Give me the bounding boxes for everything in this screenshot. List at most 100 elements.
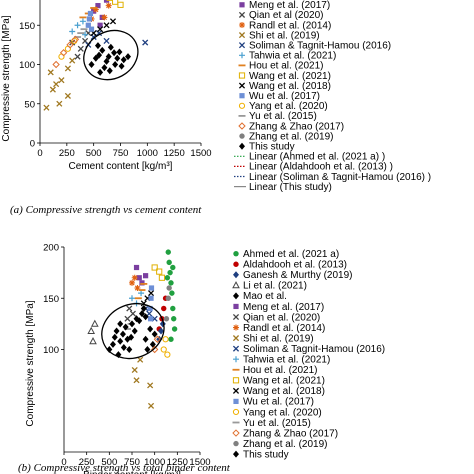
- data-point: [164, 275, 171, 281]
- data-point: [119, 330, 126, 338]
- data-point: [142, 313, 149, 321]
- legend-entry: Shi et al. (2019): [243, 333, 314, 344]
- data-point: [165, 249, 171, 255]
- x-tick-label: 1000: [144, 457, 165, 468]
- data-point: [147, 305, 153, 312]
- legend-marker: [233, 356, 239, 363]
- x-axis-title: Binder content [kg/m³]: [83, 470, 181, 474]
- data-point: [125, 53, 132, 61]
- data-point: [143, 273, 149, 279]
- data-point: [136, 317, 143, 325]
- legend-entry: Yang et al. (2020): [243, 407, 322, 418]
- data-point: [136, 275, 142, 281]
- data-point: [71, 35, 80, 44]
- data-point: [47, 69, 54, 76]
- legend-entry: Wang et al. (2021): [249, 71, 331, 82]
- legend-entry: Mao et al.: [249, 0, 293, 1]
- data-point: [103, 37, 110, 45]
- data-point: [107, 43, 114, 51]
- y-tick-label: 200: [43, 243, 59, 254]
- legend-entry: Li et al. (2021): [243, 281, 307, 292]
- legend-entry: Linear (Soliman & Tagnit-Hamou (2016) ): [249, 172, 431, 183]
- legend-entry: This study: [249, 142, 295, 153]
- data-point: [117, 1, 124, 8]
- legend-marker: [238, 82, 246, 89]
- data-point: [85, 22, 91, 28]
- data-point: [109, 340, 116, 348]
- data-point: [144, 346, 151, 353]
- legend-entry: Meng et al. (2017): [243, 302, 324, 313]
- data-point: [161, 305, 167, 312]
- data-point: [156, 268, 163, 275]
- legend-entry: Meng et al. (2017): [249, 0, 330, 11]
- y-tick-label: 100: [19, 60, 35, 71]
- data-point: [103, 0, 110, 3]
- legend-entry: Yu et al. (2015): [243, 418, 311, 429]
- data-point: [101, 14, 108, 21]
- data-point: [117, 337, 124, 345]
- legend-entry: Wang et al. (2018): [243, 386, 325, 397]
- data-point: [99, 46, 106, 54]
- data-point: [129, 310, 136, 317]
- data-point: [147, 325, 154, 333]
- legend-entry: Mao et al.: [243, 291, 287, 302]
- data-point: [158, 274, 166, 281]
- data-point: [53, 81, 60, 88]
- data-point: [129, 320, 135, 328]
- legend-marker: [238, 32, 246, 39]
- legend-marker: [233, 251, 239, 257]
- legend-entry: This study: [243, 449, 289, 460]
- data-point: [151, 264, 158, 271]
- x-tick-label: 500: [101, 457, 117, 468]
- legend-marker: [238, 72, 246, 79]
- y-axis-title: Compressive strength [MPa]: [1, 15, 12, 141]
- data-point: [92, 6, 99, 13]
- data-point: [168, 336, 174, 342]
- data-point: [153, 335, 162, 343]
- y-tick-label: 50: [24, 99, 35, 110]
- data-point: [49, 86, 56, 93]
- data-point: [170, 305, 176, 312]
- data-point: [129, 279, 135, 286]
- legend-entry: Randl et al. (2014): [249, 20, 331, 31]
- x-tick-label: 250: [59, 148, 75, 159]
- data-point: [58, 77, 65, 84]
- data-point: [166, 285, 172, 291]
- x-tick-label: 250: [79, 457, 95, 468]
- data-point: [82, 31, 89, 38]
- data-point: [87, 326, 96, 334]
- x-tick-label: 0: [61, 457, 66, 468]
- data-point: [94, 42, 101, 50]
- y-tick-label: 150: [19, 21, 35, 32]
- data-point: [69, 28, 76, 35]
- legend-entry: Linear (Ahmed et al. (2021 a) ): [249, 152, 385, 163]
- legend-entry: Ganesh & Murthy (2019): [243, 270, 353, 281]
- data-point: [150, 345, 159, 354]
- legend-marker: [238, 102, 246, 109]
- legend: Mao et al.Meng et al. (2017)Qian et al (…: [234, 0, 431, 193]
- data-point: [165, 295, 171, 301]
- data-point: [151, 330, 158, 338]
- legend-marker: [239, 93, 245, 99]
- data-point: [126, 305, 133, 312]
- data-point: [89, 337, 97, 345]
- legend-entry: Zhang et al. (2019): [243, 439, 328, 450]
- data-point: [120, 56, 127, 64]
- data-point: [114, 54, 121, 62]
- legend-marker: [233, 303, 239, 310]
- legend-entry: Hou et al. (2021): [249, 61, 324, 72]
- legend-marker: [239, 2, 245, 8]
- legend-marker: [232, 313, 240, 321]
- legend-entry: Qian et al. (2020): [243, 312, 320, 323]
- data-point: [163, 316, 170, 322]
- legend-entry: Wang et al. (2018): [249, 81, 331, 92]
- data-point: [59, 49, 68, 57]
- data-point: [66, 41, 74, 49]
- data-point: [147, 382, 154, 389]
- data-point: [88, 61, 95, 68]
- legend-marker: [238, 122, 246, 130]
- x-tick-label: 1500: [189, 457, 210, 468]
- legend-marker: [233, 324, 239, 331]
